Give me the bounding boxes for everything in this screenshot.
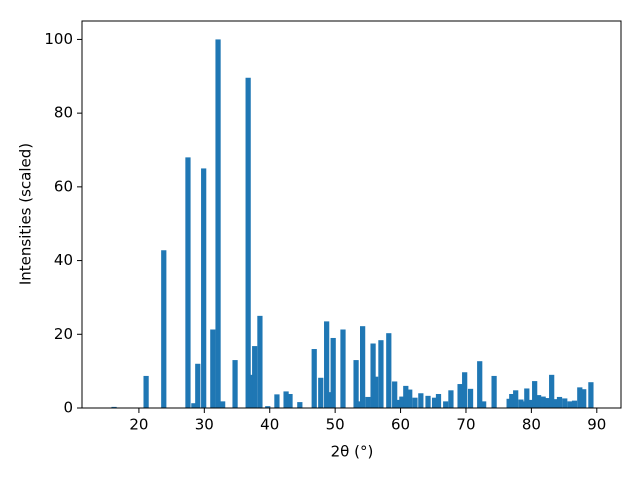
x-tick-label: 40 [260,416,279,434]
x-tick-label: 70 [456,416,475,434]
bar [477,361,483,408]
bar [544,398,550,408]
bar [431,397,438,408]
bar [365,396,371,408]
x-tick-label: 50 [326,416,345,434]
bar [577,387,583,408]
bar [353,360,359,408]
bar [407,389,413,408]
bar [448,390,454,408]
plot-frame [81,20,622,409]
y-tick-label: 80 [54,104,73,122]
bar [552,399,559,408]
x-tick-label: 30 [195,416,214,434]
bar [370,343,376,408]
bar [161,250,167,408]
bar [252,346,258,408]
bar [220,401,226,408]
bar [248,374,254,408]
bar [340,329,346,408]
bar [360,326,366,408]
bar [491,375,497,408]
bar [232,360,238,408]
bar [403,385,409,408]
bar [311,349,317,408]
bar [549,374,555,408]
bar [201,168,207,408]
bar [257,315,263,408]
bar [535,395,542,408]
bar [443,401,449,408]
bar [215,39,221,409]
x-tick-label: 80 [522,416,541,434]
y-tick-label: 40 [54,251,73,269]
bar [386,333,392,408]
bar [245,77,251,408]
x-tick-label: 90 [587,416,606,434]
bar [111,406,117,408]
bar [513,390,519,408]
bar [287,393,293,408]
bar [556,396,563,408]
bar [355,401,361,408]
bar [462,372,468,408]
bar [435,393,442,408]
bar [567,401,573,408]
bar [418,393,424,408]
bar [527,399,533,408]
bar [540,396,546,408]
bar [274,394,280,408]
bar [324,321,330,408]
bar [524,388,530,408]
bar [571,400,578,408]
bar [520,401,527,408]
bar [457,384,463,408]
bar [195,363,201,408]
bar [562,398,568,408]
bar [581,389,587,408]
x-axis-label: 2θ (°) [331,443,374,461]
y-tick-label: 100 [44,30,73,48]
bar [318,377,324,408]
bar [297,402,303,408]
bar [399,396,405,408]
bar [481,401,487,408]
bar [509,393,515,408]
y-tick-label: 0 [63,399,73,417]
bar [395,399,402,408]
bar [143,375,149,408]
bar [425,395,431,408]
bar [191,403,197,408]
bar [373,376,379,408]
x-tick-label: 60 [391,416,410,434]
bar [412,397,418,408]
y-tick-label: 20 [54,325,73,343]
bar [210,329,216,408]
bar [330,337,336,408]
bar [467,388,474,408]
x-tick-label: 20 [129,416,148,434]
bar [378,340,384,408]
bar [265,406,271,408]
bar [392,381,398,408]
bar [532,381,538,408]
y-axis-label: Intensities (scaled) [17,143,35,285]
bar [588,382,594,408]
y-tick-label: 60 [54,177,73,195]
bar [185,157,191,408]
bar [283,391,289,408]
